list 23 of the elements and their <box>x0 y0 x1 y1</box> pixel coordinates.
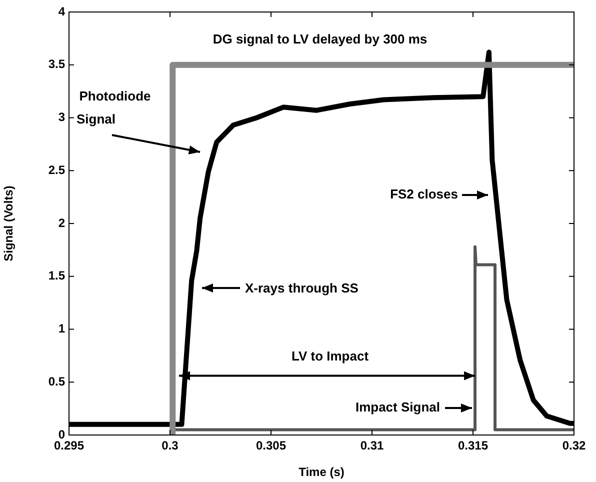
annotation: LV to Impact <box>291 348 370 364</box>
y-tick-label: 1 <box>58 322 66 336</box>
y-tick-label: 3 <box>58 110 66 124</box>
annotation: X-rays through SS <box>245 280 359 296</box>
annotation: DG signal to LV delayed by 300 ms <box>212 32 428 47</box>
x-tick-label: 0.32 <box>562 438 586 453</box>
annotation: Impact Signal <box>355 400 440 415</box>
y-tick-label: 1.5 <box>48 268 66 283</box>
x-tick-label: 0.315 <box>458 438 488 453</box>
x-tick-label: 0.305 <box>256 438 286 453</box>
y-tick-label: 2.5 <box>48 162 66 177</box>
x-tick-label: 0.295 <box>54 438 84 453</box>
y-axis-title: Signal (Volts) <box>2 186 16 262</box>
y-tick-label: 2 <box>58 216 66 230</box>
y-tick-label: 0.5 <box>48 374 66 388</box>
y-tick-label: 4 <box>58 4 66 18</box>
x-axis-title: Time (s) <box>298 465 344 480</box>
annotation: FS2 closes <box>390 186 458 202</box>
y-tick-label: 3.5 <box>48 57 66 72</box>
annotation: Photodiode Signal <box>76 88 151 127</box>
x-tick-label: 0.31 <box>360 438 384 453</box>
y-tick-label: 0 <box>58 427 66 442</box>
x-tick-label: 0.3 <box>162 438 179 453</box>
